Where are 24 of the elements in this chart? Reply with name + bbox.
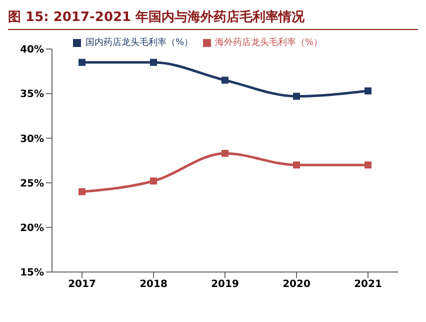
point [293, 92, 300, 100]
y-tick-label: 40% [20, 44, 44, 56]
point [222, 76, 228, 84]
point [78, 188, 86, 196]
y-tick-label: 35% [20, 89, 44, 100]
point [222, 150, 228, 157]
point [78, 58, 86, 66]
y-tick-label: 15% [20, 268, 44, 279]
y-tick-label: 20% [20, 222, 44, 234]
chart-title: 图 15: 2017-2021 年国内与海外药店毛利率情况 [8, 8, 418, 30]
legend-label: 海外药店龙头毛利率（%） [215, 38, 323, 48]
point [293, 161, 300, 168]
x-tick-label: 2019 [211, 279, 239, 290]
y-tick-label: 25% [20, 178, 44, 190]
legend-label: 国内药店龙头毛利率（%） [85, 38, 193, 48]
point [150, 178, 157, 185]
x-tick-label: 2021 [354, 279, 382, 290]
x-tick-label: 2017 [68, 279, 96, 290]
x-tick-label: 2020 [282, 279, 310, 290]
point [364, 161, 372, 168]
x-tick-label: 2018 [140, 279, 168, 290]
y-tick-label: 30% [20, 134, 44, 145]
point [150, 58, 157, 66]
point [364, 87, 372, 94]
